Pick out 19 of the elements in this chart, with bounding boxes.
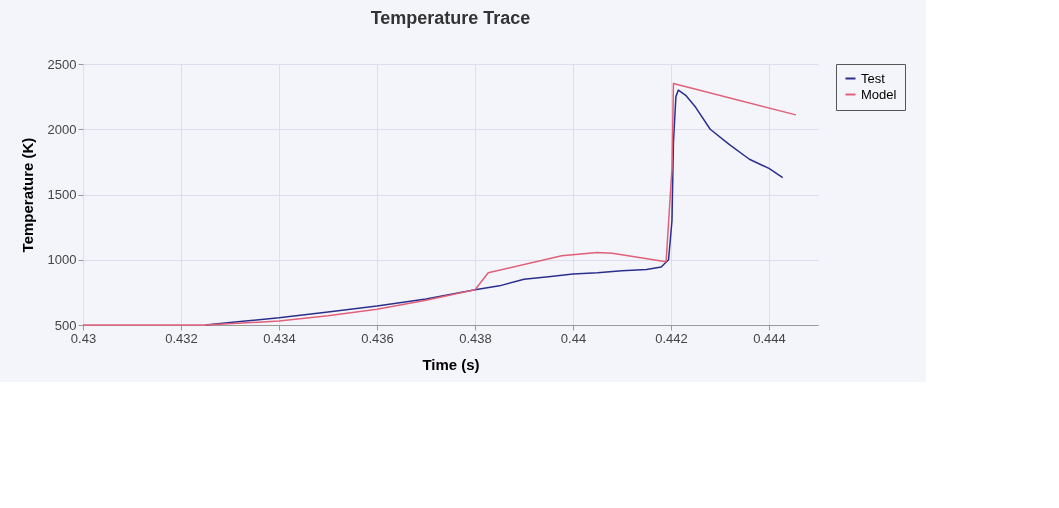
x-tick-label: 0.438	[459, 330, 492, 346]
y-tick-label: 2500	[47, 56, 77, 72]
legend-label: Test	[861, 70, 886, 86]
x-tick-label: 0.436	[361, 330, 394, 346]
y-tick-label: 1000	[47, 252, 77, 268]
x-tick-label: 0.43	[70, 330, 97, 346]
x-tick-label: 0.444	[753, 330, 786, 346]
x-tick-label: 0.442	[655, 330, 688, 346]
legend-label: Model	[861, 86, 897, 102]
y-axis-title: Temperature (K)	[18, 137, 36, 253]
x-axis-title: Time (s)	[422, 355, 480, 373]
y-tick-label: 500	[54, 317, 77, 333]
x-tick-label: 0.434	[263, 330, 296, 346]
y-tick-label: 1500	[47, 187, 77, 202]
y-tick-label: 2000	[47, 121, 77, 137]
line-series	[82, 82, 797, 326]
chart-title: Temperature Trace	[370, 8, 531, 28]
x-tick-label: 0.44	[560, 330, 587, 346]
x-tick-label: 0.432	[165, 330, 198, 346]
